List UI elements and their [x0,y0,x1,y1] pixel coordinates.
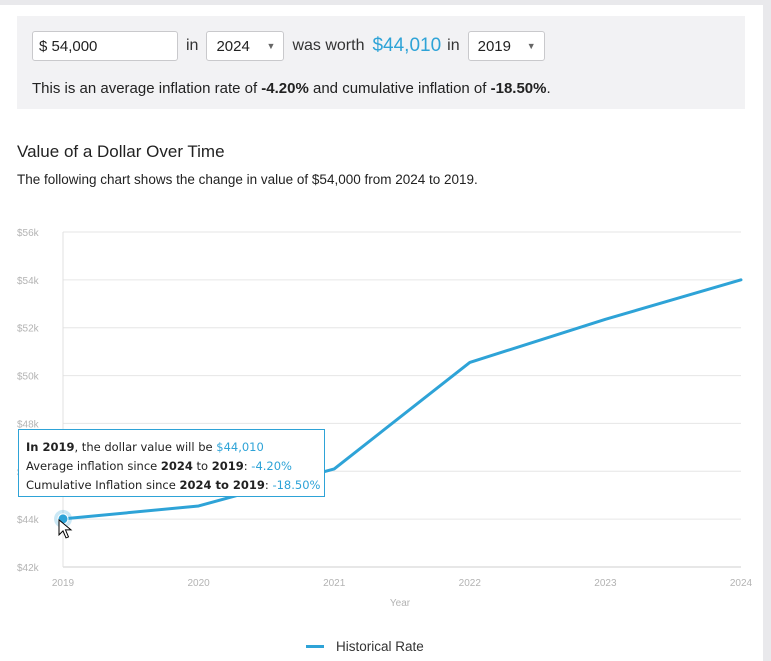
x-tick-label: 2021 [323,578,346,589]
tt-text: to [192,459,212,473]
to-year-value: 2019 [477,37,511,55]
tt-range: 2024 to 2019 [179,478,265,492]
tt-year: 2024 [160,459,193,473]
y-tick-label: $52k [17,324,40,335]
x-tick-label: 2022 [459,578,482,589]
chart-subheading: The following chart shows the change in … [17,172,478,187]
page [0,5,763,661]
tt-value: $44,010 [216,440,264,454]
tooltip-line-1: In 2019, the dollar value will be $44,01… [26,438,324,457]
series-line-historical-rate [61,278,743,521]
y-tick-label: $50k [17,372,40,383]
chevron-down-icon: ▼ [266,41,276,51]
tt-value: -18.50% [272,478,321,492]
tt-year: 2019 [42,440,75,454]
legend-line-icon [306,645,324,648]
summary-suffix: . [546,80,551,97]
tt-text: In [26,440,43,454]
y-tick-label: $48k [17,419,40,430]
y-tick-label: $54k [17,276,40,287]
y-tick-label: $44k [17,515,40,526]
grid [62,231,741,568]
tt-text: , the dollar value will be [74,440,217,454]
calculator-panel: in 2024 ▼ was worth $44,010 in 2019 ▼ Th… [17,16,745,109]
result-value: $44,010 [372,35,442,56]
chart-tooltip: In 2019, the dollar value will be $44,01… [18,429,325,497]
tt-text: Cumulative Inflation since [26,478,180,492]
x-tick-label: 2023 [594,578,617,589]
axes: $42k$44k$46k$48k$50k$52k$54k$56k20192020… [17,228,753,609]
amount-input[interactable] [32,31,178,61]
x-tick-label: 2024 [730,578,753,589]
tt-text: : [243,459,252,473]
mouse-cursor-icon [58,518,73,539]
tt-text: Average inflation since [26,459,161,473]
y-tick-label: $42k [17,563,40,574]
from-year-select[interactable]: 2024 ▼ [206,31,285,61]
chart-legend[interactable]: Historical Rate [306,639,424,654]
cumulative-rate: -18.50% [490,80,547,97]
tt-text: : [264,478,273,492]
calculator-row: in 2024 ▼ was worth $44,010 in 2019 ▼ [32,31,545,61]
in-label-2: in [447,37,460,54]
x-tick-label: 2019 [52,578,75,589]
tt-value: -4.20% [251,459,292,473]
from-year-value: 2024 [216,37,250,55]
summary-mid: and cumulative inflation of [308,80,491,97]
inflation-summary: This is an average inflation rate of -4.… [32,80,551,97]
tooltip-line-2: Average inflation since 2024 to 2019: -4… [26,457,324,476]
was-worth-label: was worth [292,37,365,54]
legend-label: Historical Rate [336,639,424,654]
tt-year: 2019 [211,459,244,473]
y-tick-label: $56k [17,228,40,239]
tooltip-line-3: Cumulative Inflation since 2024 to 2019:… [26,476,324,495]
in-label: in [186,37,199,54]
x-tick-label: 2020 [187,578,210,589]
chart-heading: Value of a Dollar Over Time [17,142,225,161]
average-rate: -4.20% [261,80,309,97]
series [54,278,743,539]
to-year-select[interactable]: 2019 ▼ [467,31,545,61]
summary-prefix: This is an average inflation rate of [32,80,262,97]
chevron-down-icon: ▼ [526,41,536,51]
x-axis-title: Year [390,598,411,609]
